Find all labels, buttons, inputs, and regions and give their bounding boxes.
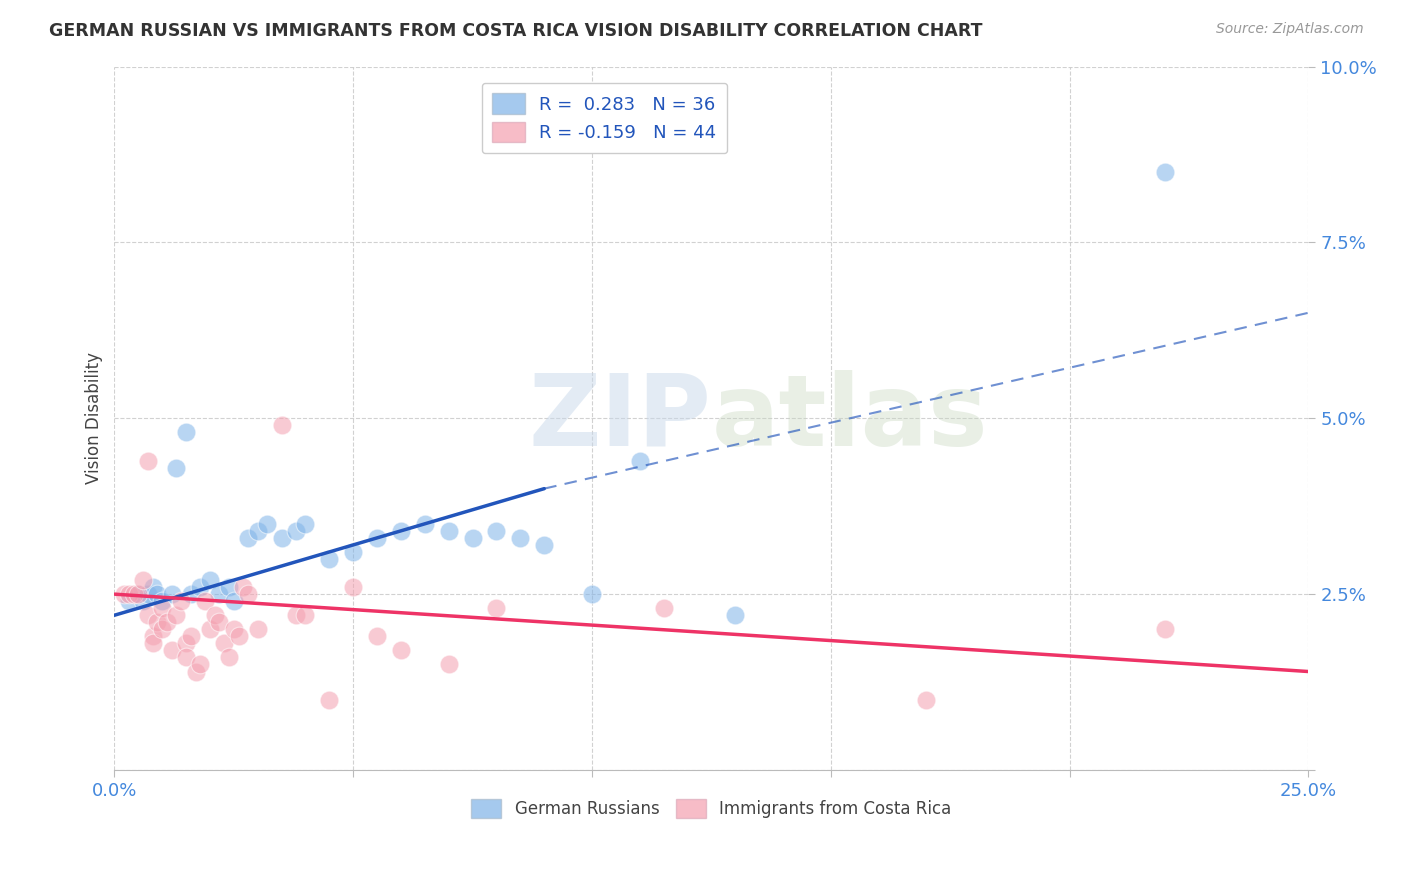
Point [284,524,307,538]
Point [366,531,388,545]
Point [218,580,240,594]
Point [236,587,259,601]
Point [132,573,155,587]
Point [437,524,460,538]
Point [160,643,183,657]
Point [389,643,412,657]
Point [294,608,316,623]
Point [156,615,179,630]
Point [136,608,159,623]
Point [628,453,651,467]
Point [581,587,603,601]
Point [342,580,364,594]
Point [142,636,165,650]
Text: Source: ZipAtlas.com: Source: ZipAtlas.com [1216,22,1364,37]
Point [160,587,183,601]
Point [122,587,145,601]
Point [1154,623,1177,637]
Point [166,608,188,623]
Point [652,601,675,615]
Point [136,453,159,467]
Point [294,516,316,531]
Point [246,524,269,538]
Point [389,524,412,538]
Point [150,601,173,615]
Point [198,623,221,637]
Point [218,650,240,665]
Point [413,516,436,531]
Point [236,531,259,545]
Point [180,629,202,643]
Point [166,460,188,475]
Point [342,545,364,559]
Point [194,594,217,608]
Point [204,608,226,623]
Point [142,580,165,594]
Point [533,538,555,552]
Point [509,531,531,545]
Point [150,594,173,608]
Point [208,615,231,630]
Point [118,594,141,608]
Point [485,601,508,615]
Point [437,657,460,672]
Point [915,692,938,706]
Point [150,623,173,637]
Point [270,418,292,433]
Point [232,580,254,594]
Point [136,587,159,601]
Point [256,516,278,531]
Point [190,657,212,672]
Point [174,636,197,650]
Point [174,650,197,665]
Point [222,594,245,608]
Text: GERMAN RUSSIAN VS IMMIGRANTS FROM COSTA RICA VISION DISABILITY CORRELATION CHART: GERMAN RUSSIAN VS IMMIGRANTS FROM COSTA … [49,22,983,40]
Point [174,425,197,440]
Point [112,587,135,601]
Point [132,594,155,608]
Legend: German Russians, Immigrants from Costa Rica: German Russians, Immigrants from Costa R… [464,792,959,825]
Point [318,692,340,706]
Text: ZIP: ZIP [529,370,711,467]
Point [1154,165,1177,179]
Point [318,552,340,566]
Text: atlas: atlas [711,370,988,467]
Point [212,636,235,650]
Point [146,615,169,630]
Point [222,623,245,637]
Point [284,608,307,623]
Point [146,587,169,601]
Point [246,623,269,637]
Point [190,580,212,594]
Point [461,531,484,545]
Point [485,524,508,538]
Point [118,587,141,601]
Point [184,665,207,679]
Point [198,573,221,587]
Point [127,587,149,601]
Point [270,531,292,545]
Point [724,608,747,623]
Point [127,587,149,601]
Point [366,629,388,643]
Point [228,629,250,643]
Point [208,587,231,601]
Point [180,587,202,601]
Point [142,629,165,643]
Y-axis label: Vision Disability: Vision Disability [86,352,103,484]
Point [170,594,193,608]
